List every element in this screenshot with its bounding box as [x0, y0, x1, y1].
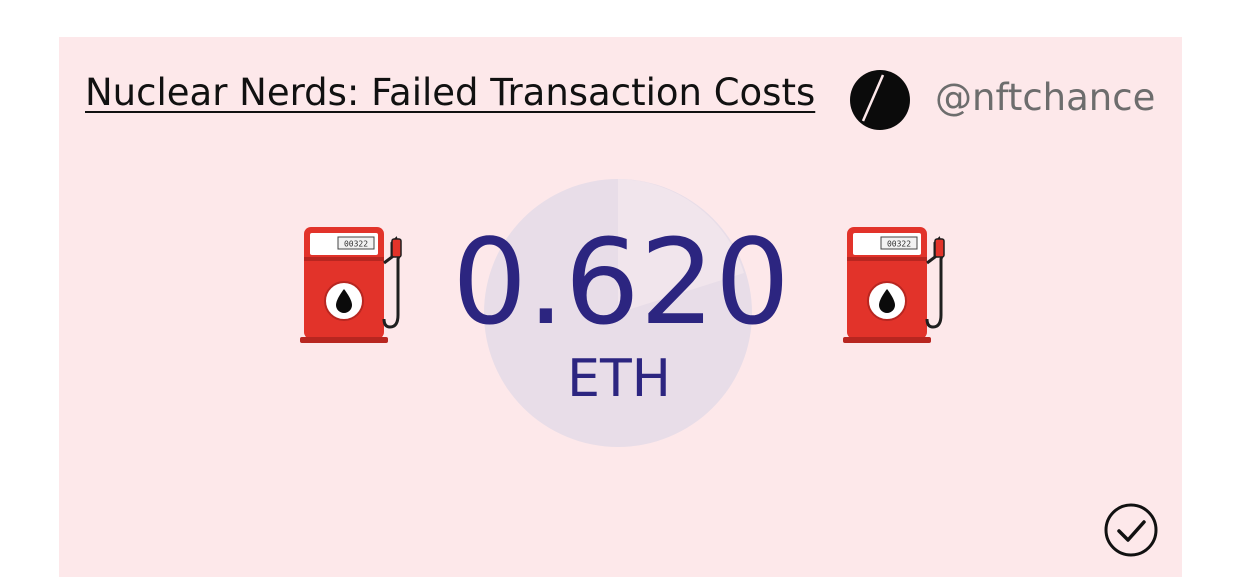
half-circle-logo-icon [850, 70, 910, 130]
background-circle [484, 179, 752, 447]
svg-text:00322: 00322 [344, 240, 368, 249]
fuel-pump-icon: 00322 [843, 227, 945, 343]
cost-value: 0.620 [452, 213, 790, 351]
svg-text:00322: 00322 [887, 240, 911, 249]
author-handle[interactable]: @nftchance [935, 76, 1156, 119]
stat-card: Nuclear Nerds: Failed Transaction Costs … [59, 37, 1182, 577]
cost-unit: ETH [567, 349, 671, 409]
checkmark-circle-icon[interactable] [1103, 502, 1159, 558]
card-title-link[interactable]: Nuclear Nerds: Failed Transaction Costs [85, 71, 816, 114]
fuel-pump-icon: 00322 [300, 227, 402, 343]
